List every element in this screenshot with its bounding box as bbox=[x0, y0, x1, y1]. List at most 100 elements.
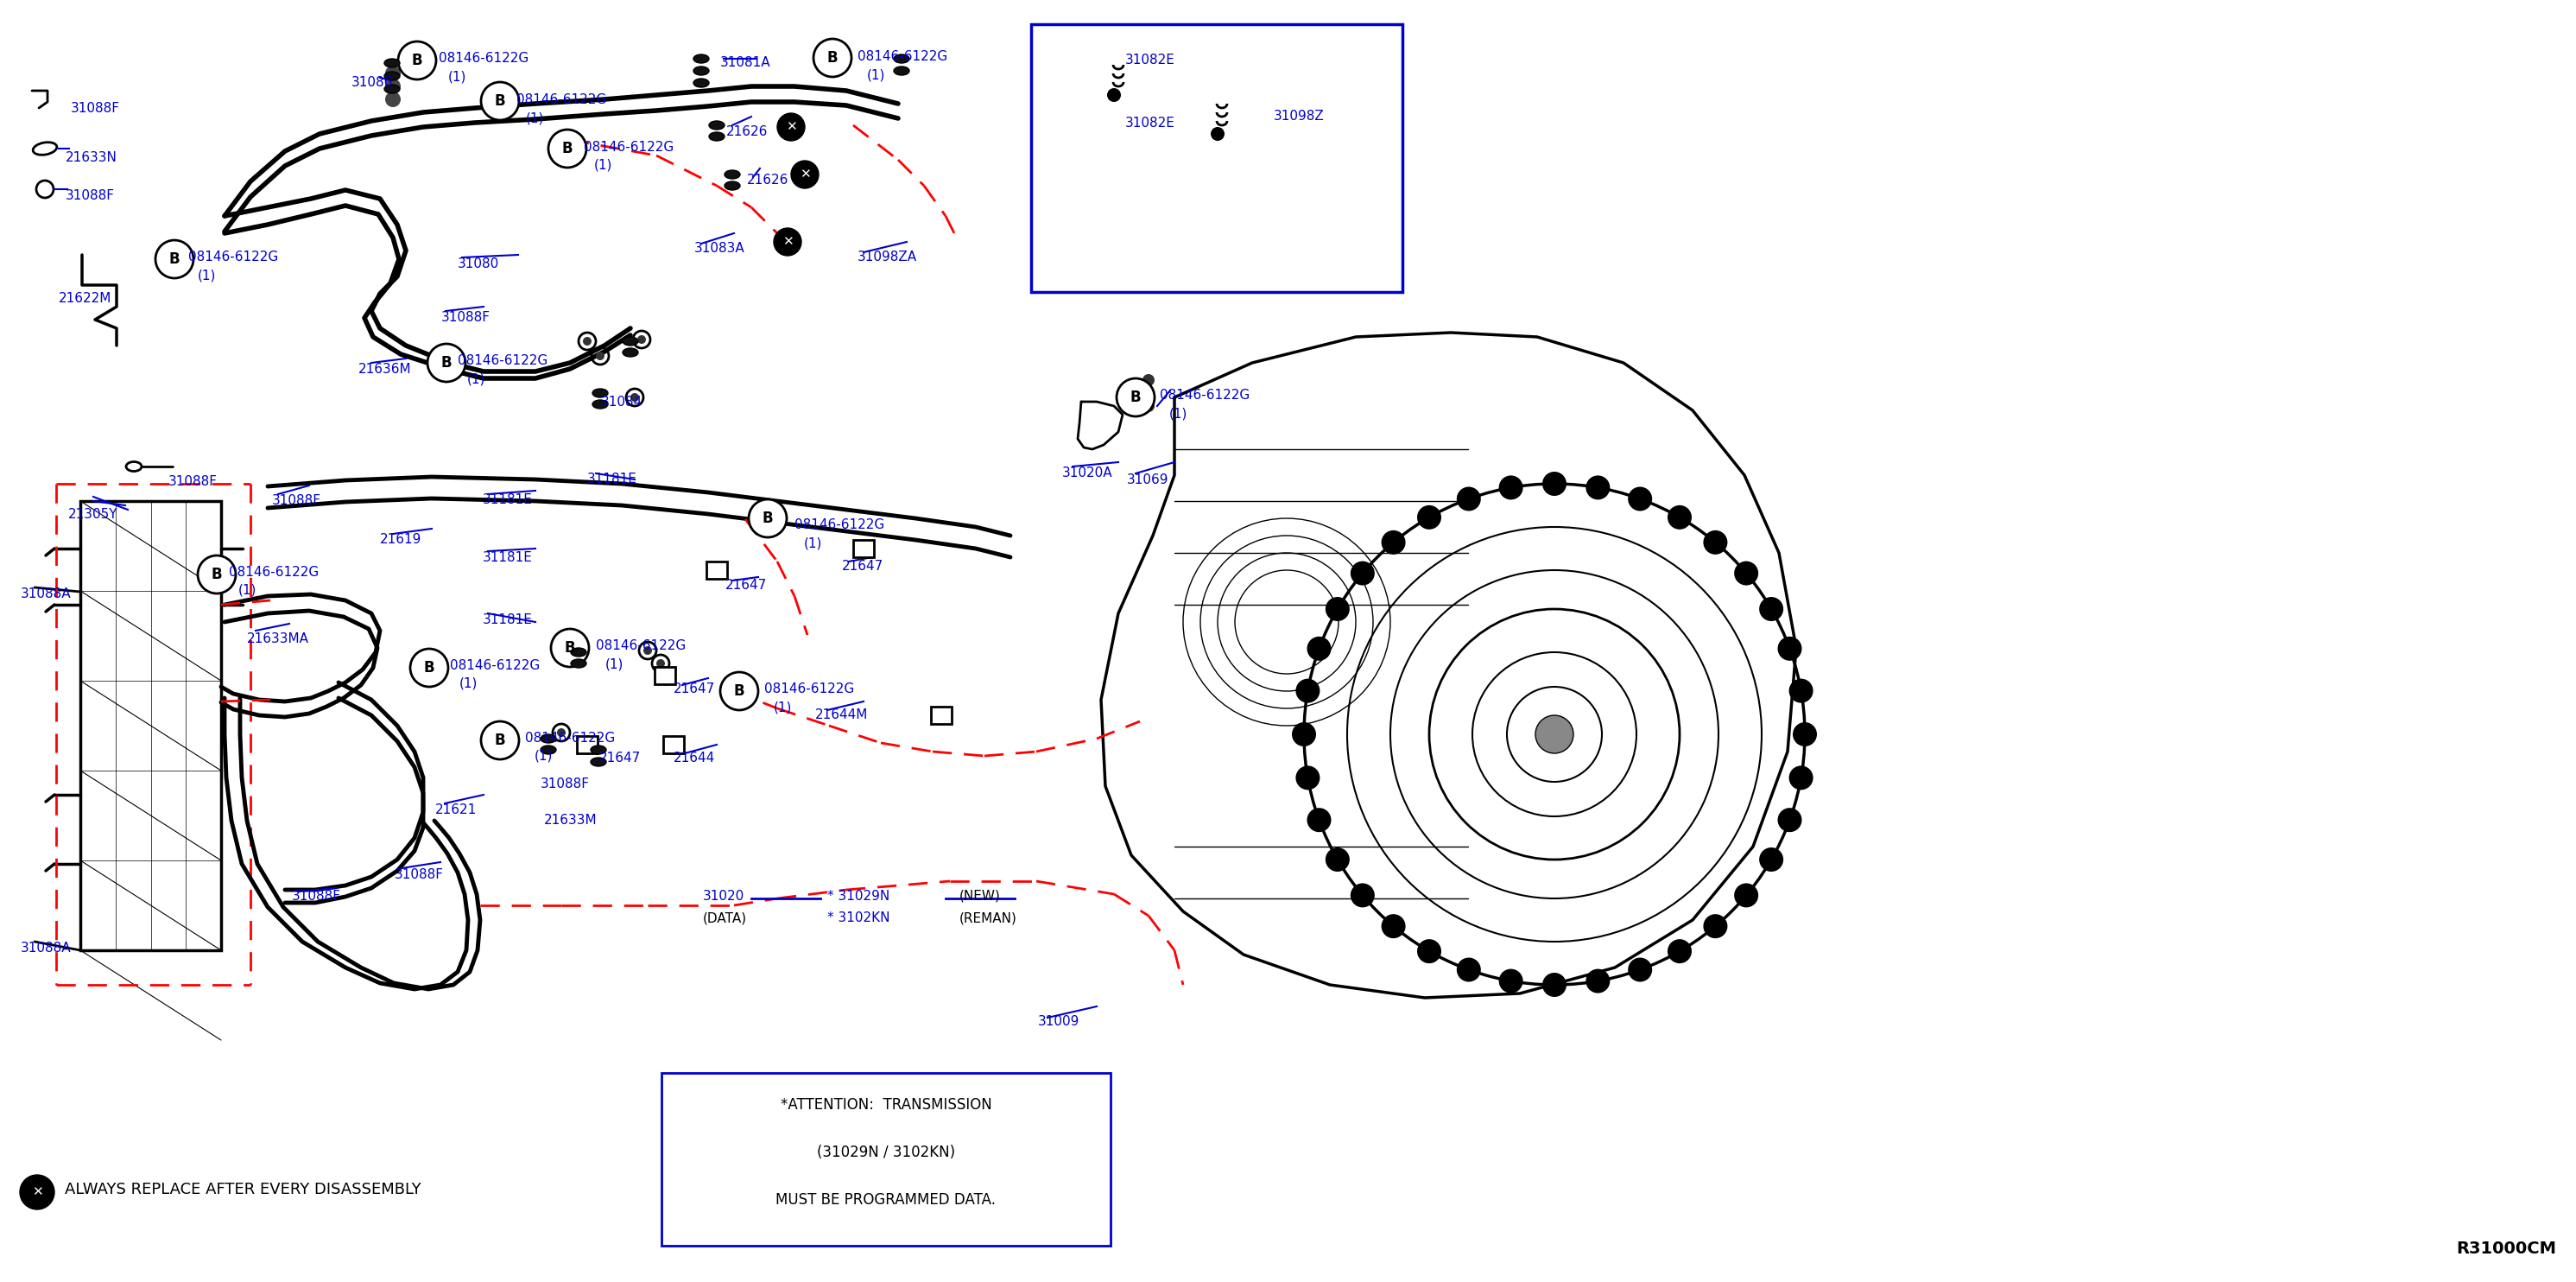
Text: B: B bbox=[495, 732, 505, 749]
Text: (1): (1) bbox=[804, 536, 822, 550]
Bar bbox=[706, 562, 726, 578]
Ellipse shape bbox=[384, 59, 399, 68]
Text: (1): (1) bbox=[466, 372, 487, 386]
Ellipse shape bbox=[541, 746, 556, 754]
Bar bbox=[577, 736, 598, 754]
Text: B: B bbox=[564, 640, 574, 655]
Text: 08146-6122G: 08146-6122G bbox=[451, 659, 541, 672]
Text: 21305Y: 21305Y bbox=[67, 508, 118, 520]
Circle shape bbox=[410, 649, 448, 687]
Text: 08146-6122G: 08146-6122G bbox=[526, 732, 616, 745]
Circle shape bbox=[1535, 715, 1574, 754]
Text: 31088F: 31088F bbox=[64, 190, 116, 203]
Text: (1): (1) bbox=[773, 700, 793, 714]
Text: 21626: 21626 bbox=[726, 126, 768, 138]
Circle shape bbox=[1211, 127, 1224, 141]
Circle shape bbox=[1734, 562, 1759, 586]
Ellipse shape bbox=[623, 349, 639, 356]
Circle shape bbox=[1788, 678, 1814, 703]
Ellipse shape bbox=[724, 171, 739, 178]
Ellipse shape bbox=[572, 647, 587, 656]
Text: (REMAN): (REMAN) bbox=[958, 912, 1018, 924]
Circle shape bbox=[1296, 765, 1319, 790]
Text: 21647: 21647 bbox=[600, 751, 641, 764]
Circle shape bbox=[556, 728, 567, 737]
Bar bbox=[662, 1073, 1110, 1246]
Circle shape bbox=[773, 228, 801, 255]
Circle shape bbox=[386, 91, 402, 108]
Ellipse shape bbox=[894, 67, 909, 76]
Bar bbox=[654, 667, 675, 685]
Text: B: B bbox=[827, 50, 837, 65]
Circle shape bbox=[21, 1174, 54, 1209]
Circle shape bbox=[1306, 808, 1332, 832]
Circle shape bbox=[198, 555, 237, 594]
Circle shape bbox=[482, 722, 518, 759]
Text: 21633M: 21633M bbox=[544, 814, 598, 827]
Circle shape bbox=[1667, 505, 1692, 529]
Text: 08146-6122G: 08146-6122G bbox=[459, 354, 549, 367]
Circle shape bbox=[1703, 914, 1728, 938]
Circle shape bbox=[1788, 765, 1814, 790]
Bar bbox=[80, 501, 222, 950]
Ellipse shape bbox=[592, 400, 608, 409]
Text: (1): (1) bbox=[198, 269, 216, 282]
Ellipse shape bbox=[384, 85, 399, 94]
Circle shape bbox=[1381, 914, 1406, 938]
Text: B: B bbox=[762, 510, 773, 526]
Circle shape bbox=[631, 394, 639, 401]
Text: 31088A: 31088A bbox=[21, 942, 72, 955]
Circle shape bbox=[1759, 847, 1783, 872]
Circle shape bbox=[657, 659, 665, 668]
Circle shape bbox=[636, 335, 647, 344]
Text: 08146-6122G: 08146-6122G bbox=[229, 565, 319, 578]
Circle shape bbox=[1793, 722, 1816, 746]
Circle shape bbox=[1628, 958, 1651, 982]
Text: 08146-6122G: 08146-6122G bbox=[765, 682, 855, 695]
Circle shape bbox=[778, 113, 804, 141]
Text: 21647: 21647 bbox=[726, 578, 768, 592]
Text: 21619: 21619 bbox=[381, 533, 422, 546]
Text: B: B bbox=[440, 355, 451, 370]
Text: 31086: 31086 bbox=[350, 76, 394, 88]
Text: 08146-6122G: 08146-6122G bbox=[1159, 388, 1249, 401]
Ellipse shape bbox=[590, 746, 605, 754]
Text: B: B bbox=[412, 53, 422, 68]
Text: 08146-6122G: 08146-6122G bbox=[515, 94, 605, 106]
Circle shape bbox=[428, 344, 466, 382]
Circle shape bbox=[482, 82, 518, 121]
Bar bbox=[853, 540, 873, 558]
Text: R31000CM: R31000CM bbox=[2455, 1241, 2555, 1256]
Ellipse shape bbox=[572, 659, 587, 668]
Text: 08146-6122G: 08146-6122G bbox=[858, 50, 948, 63]
Circle shape bbox=[721, 672, 757, 710]
Circle shape bbox=[549, 129, 587, 168]
Text: ✕: ✕ bbox=[799, 168, 811, 181]
Text: (1): (1) bbox=[448, 71, 466, 83]
Text: 08146-6122G: 08146-6122G bbox=[595, 640, 685, 653]
Text: (31029N / 3102KN): (31029N / 3102KN) bbox=[817, 1145, 956, 1160]
Ellipse shape bbox=[592, 388, 608, 397]
Text: 31088F: 31088F bbox=[273, 494, 322, 508]
Circle shape bbox=[1144, 374, 1154, 386]
Text: 31098ZA: 31098ZA bbox=[858, 250, 917, 264]
Text: 31098Z: 31098Z bbox=[1273, 110, 1324, 123]
Ellipse shape bbox=[590, 758, 605, 767]
Text: B: B bbox=[734, 683, 744, 699]
Text: *ATTENTION:  TRANSMISSION: *ATTENTION: TRANSMISSION bbox=[781, 1097, 992, 1113]
Text: (1): (1) bbox=[536, 750, 554, 763]
Text: 31020A: 31020A bbox=[1061, 467, 1113, 479]
Circle shape bbox=[1543, 472, 1566, 496]
Circle shape bbox=[1108, 88, 1121, 103]
Text: 31088F: 31088F bbox=[394, 868, 443, 881]
Text: (1): (1) bbox=[1170, 406, 1188, 419]
Circle shape bbox=[1777, 808, 1801, 832]
Circle shape bbox=[1293, 722, 1316, 746]
Ellipse shape bbox=[693, 54, 708, 63]
Text: 31088F: 31088F bbox=[167, 476, 216, 488]
Text: 21621: 21621 bbox=[435, 804, 477, 817]
Text: B: B bbox=[1131, 390, 1141, 405]
Circle shape bbox=[1734, 883, 1759, 908]
Text: 21644M: 21644M bbox=[814, 709, 868, 722]
Text: 21644: 21644 bbox=[672, 751, 716, 764]
